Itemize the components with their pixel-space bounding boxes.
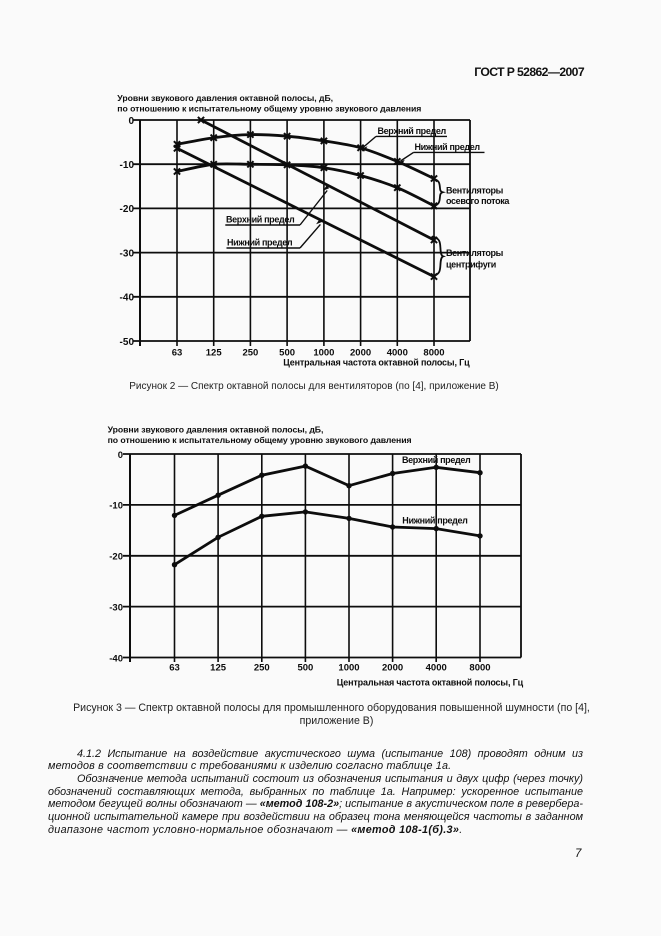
svg-text:8000: 8000: [423, 347, 444, 358]
svg-text:Нижний предел: Нижний предел: [227, 238, 293, 248]
svg-text:центрифуги: центрифуги: [446, 260, 496, 270]
svg-text:500: 500: [279, 347, 295, 358]
svg-text:Нижний предел: Нижний предел: [402, 516, 468, 526]
svg-text:0: 0: [118, 450, 123, 461]
svg-text:63: 63: [172, 347, 183, 358]
svg-text:Верхний предел: Верхний предел: [378, 126, 447, 136]
svg-text:-40: -40: [109, 653, 123, 664]
svg-text:Нижний предел: Нижний предел: [415, 142, 481, 152]
svg-text:8000: 8000: [469, 662, 490, 673]
svg-text:250: 250: [254, 662, 270, 673]
svg-text:4000: 4000: [387, 347, 408, 358]
svg-text:-20: -20: [120, 204, 135, 215]
svg-text:63: 63: [169, 662, 180, 673]
svg-text:1000: 1000: [313, 347, 334, 358]
svg-text:-10: -10: [109, 501, 123, 512]
svg-text:1000: 1000: [338, 662, 359, 673]
svg-text:осевого потока: осевого потока: [446, 196, 510, 206]
svg-text:250: 250: [242, 347, 258, 358]
svg-text:-50: -50: [120, 337, 135, 348]
svg-text:2000: 2000: [350, 347, 371, 358]
svg-text:125: 125: [206, 347, 223, 358]
svg-text:Центральная частота октавной п: Центральная частота октавной полосы, Гц: [283, 358, 470, 368]
svg-text:по отношению к испытательному: по отношению к испытательному общему уро…: [108, 435, 412, 445]
svg-text:-40: -40: [120, 293, 135, 304]
svg-text:4000: 4000: [426, 662, 447, 673]
svg-text:-30: -30: [120, 248, 135, 259]
svg-text:2000: 2000: [382, 662, 403, 673]
svg-text:500: 500: [297, 662, 313, 673]
svg-text:125: 125: [210, 662, 227, 673]
svg-text:по отношению к испытательному: по отношению к испытательному общему уро…: [117, 103, 421, 113]
svg-text:Вентиляторы: Вентиляторы: [446, 186, 504, 196]
svg-text:0: 0: [128, 116, 134, 127]
svg-text:Верхний предел: Верхний предел: [226, 215, 295, 225]
svg-text:Верхний предел: Верхний предел: [402, 455, 471, 465]
svg-text:-20: -20: [109, 552, 123, 563]
svg-text:Уровни звукового давления окта: Уровни звукового давления октавной полос…: [117, 93, 333, 103]
svg-text:Уровни звукового давления окта: Уровни звукового давления октавной полос…: [108, 425, 324, 435]
svg-text:Вентиляторы: Вентиляторы: [446, 248, 504, 258]
svg-text:-10: -10: [120, 160, 135, 171]
svg-text:-30: -30: [109, 602, 123, 613]
svg-text:Центральная частота октавной п: Центральная частота октавной полосы, Гц: [337, 678, 524, 688]
